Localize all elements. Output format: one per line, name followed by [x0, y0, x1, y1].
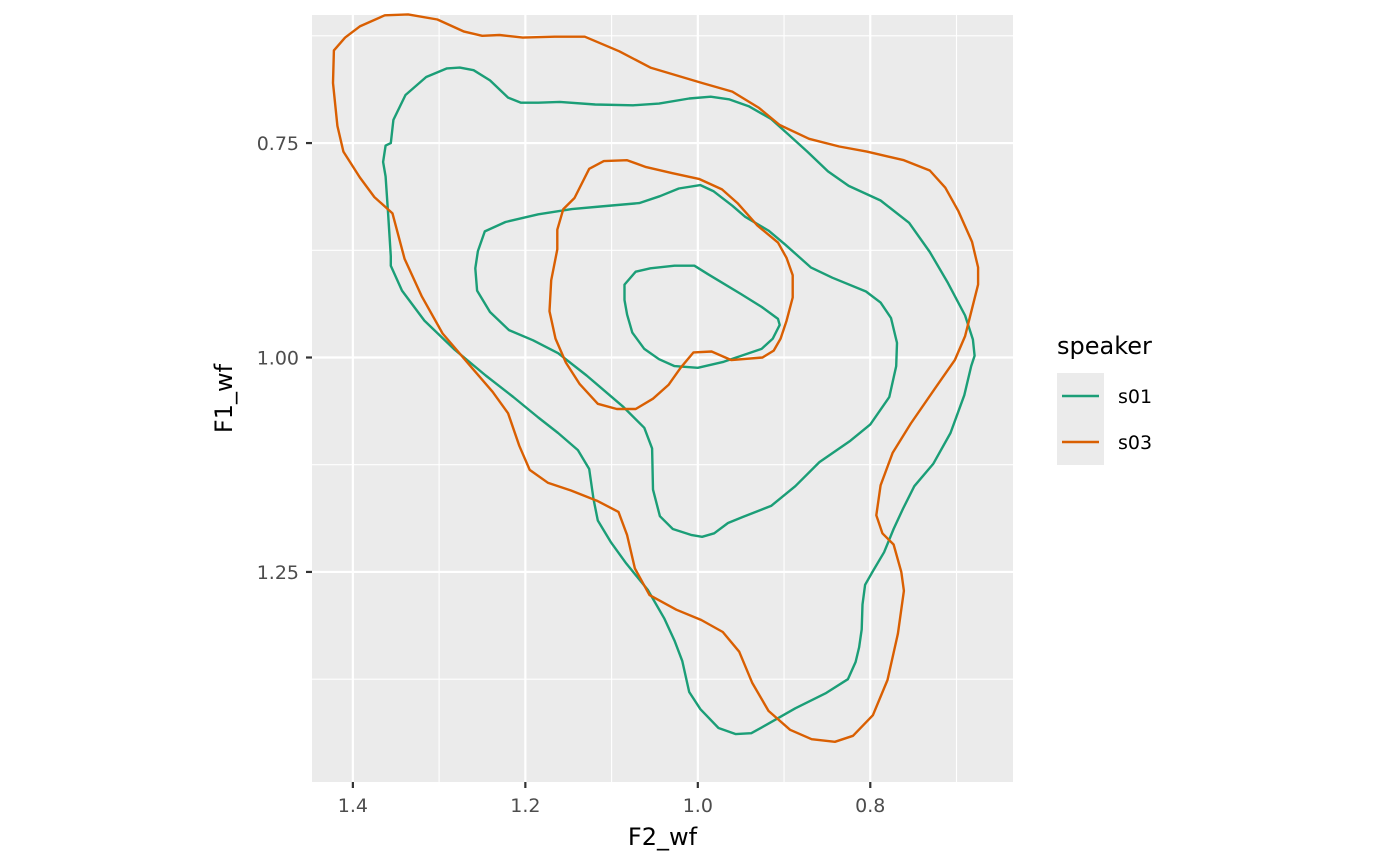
y-axis: 0.75 1.00 1.25: [257, 133, 312, 584]
contour-s03-level-2: [548, 159, 794, 411]
y-tick-label: 0.75: [257, 133, 299, 155]
contour-s03-level-1: [331, 13, 980, 743]
legend-keys: s01 s03: [1057, 373, 1152, 465]
contour-layer: [331, 13, 980, 743]
x-tick-label: 1.2: [510, 795, 540, 817]
x-tick-label: 1.0: [683, 795, 713, 817]
y-axis-title: F1_wf: [210, 363, 238, 433]
contour-s01-level-1: [381, 66, 976, 736]
x-tick-label: 0.8: [855, 795, 885, 817]
x-tick-label: 1.4: [338, 795, 368, 817]
legend-title: speaker: [1057, 332, 1152, 360]
plot-panel: [312, 15, 1013, 782]
legend-label-s03: s03: [1118, 432, 1152, 454]
x-axis: 1.4 1.2 1.0 0.8: [338, 782, 885, 817]
y-tick-label: 1.25: [257, 562, 299, 584]
x-axis-title: F2_wf: [628, 823, 698, 851]
legend: speaker s01 s03: [1057, 332, 1152, 465]
major-gridlines: [312, 15, 1013, 782]
legend-label-s01: s01: [1118, 386, 1152, 408]
contour-s01-level-3: [623, 264, 781, 369]
contour-s01-level-2: [474, 183, 899, 538]
y-tick-label: 1.00: [257, 347, 299, 369]
